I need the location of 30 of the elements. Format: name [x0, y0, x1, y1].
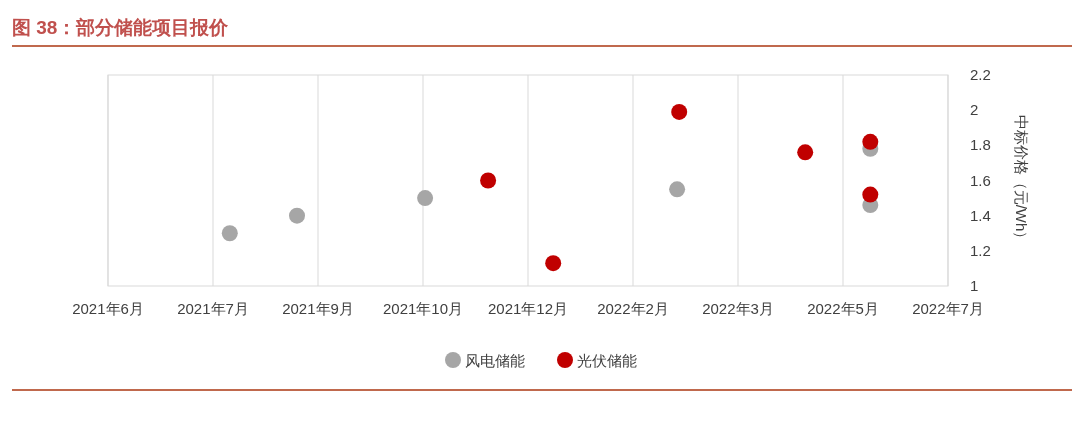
y-tick-label: 1.8 [970, 136, 991, 154]
y-tick-label: 2 [970, 101, 979, 119]
y-tick-label: 1.2 [970, 241, 991, 259]
x-tick-label: 2022年2月 [597, 300, 669, 317]
legend-label: 风电储能 [465, 352, 525, 369]
point [417, 190, 434, 207]
x-tick-label: 2022年7月 [912, 300, 984, 317]
y-axis-title: 中标价格（元/Wh） [1013, 114, 1030, 247]
point [289, 207, 305, 224]
y-tick-label: 1 [970, 277, 979, 294]
point [545, 255, 562, 272]
x-tick-label: 2022年3月 [702, 300, 774, 317]
point [671, 103, 688, 120]
x-tick-label: 2021年7月 [177, 300, 249, 317]
legend-label: 光伏储能 [577, 352, 637, 369]
x-tick-label: 2021年9月 [282, 300, 354, 317]
x-tick-label: 2022年5月 [807, 300, 879, 317]
chart-title: 图 38：部分储能项目报价 [12, 17, 230, 38]
point [669, 181, 686, 198]
y-tick-label: 1.4 [970, 206, 991, 224]
point [221, 225, 238, 242]
y-tick-label: 1.6 [970, 171, 991, 189]
y-tick-label: 2.2 [970, 66, 991, 83]
x-tick-label: 2021年10月 [382, 300, 464, 317]
point [862, 186, 879, 203]
point [797, 144, 814, 161]
point [862, 133, 879, 150]
x-tick-label: 2021年12月 [487, 300, 569, 317]
x-tick-label: 2021年6月 [72, 300, 144, 317]
point [480, 172, 497, 189]
